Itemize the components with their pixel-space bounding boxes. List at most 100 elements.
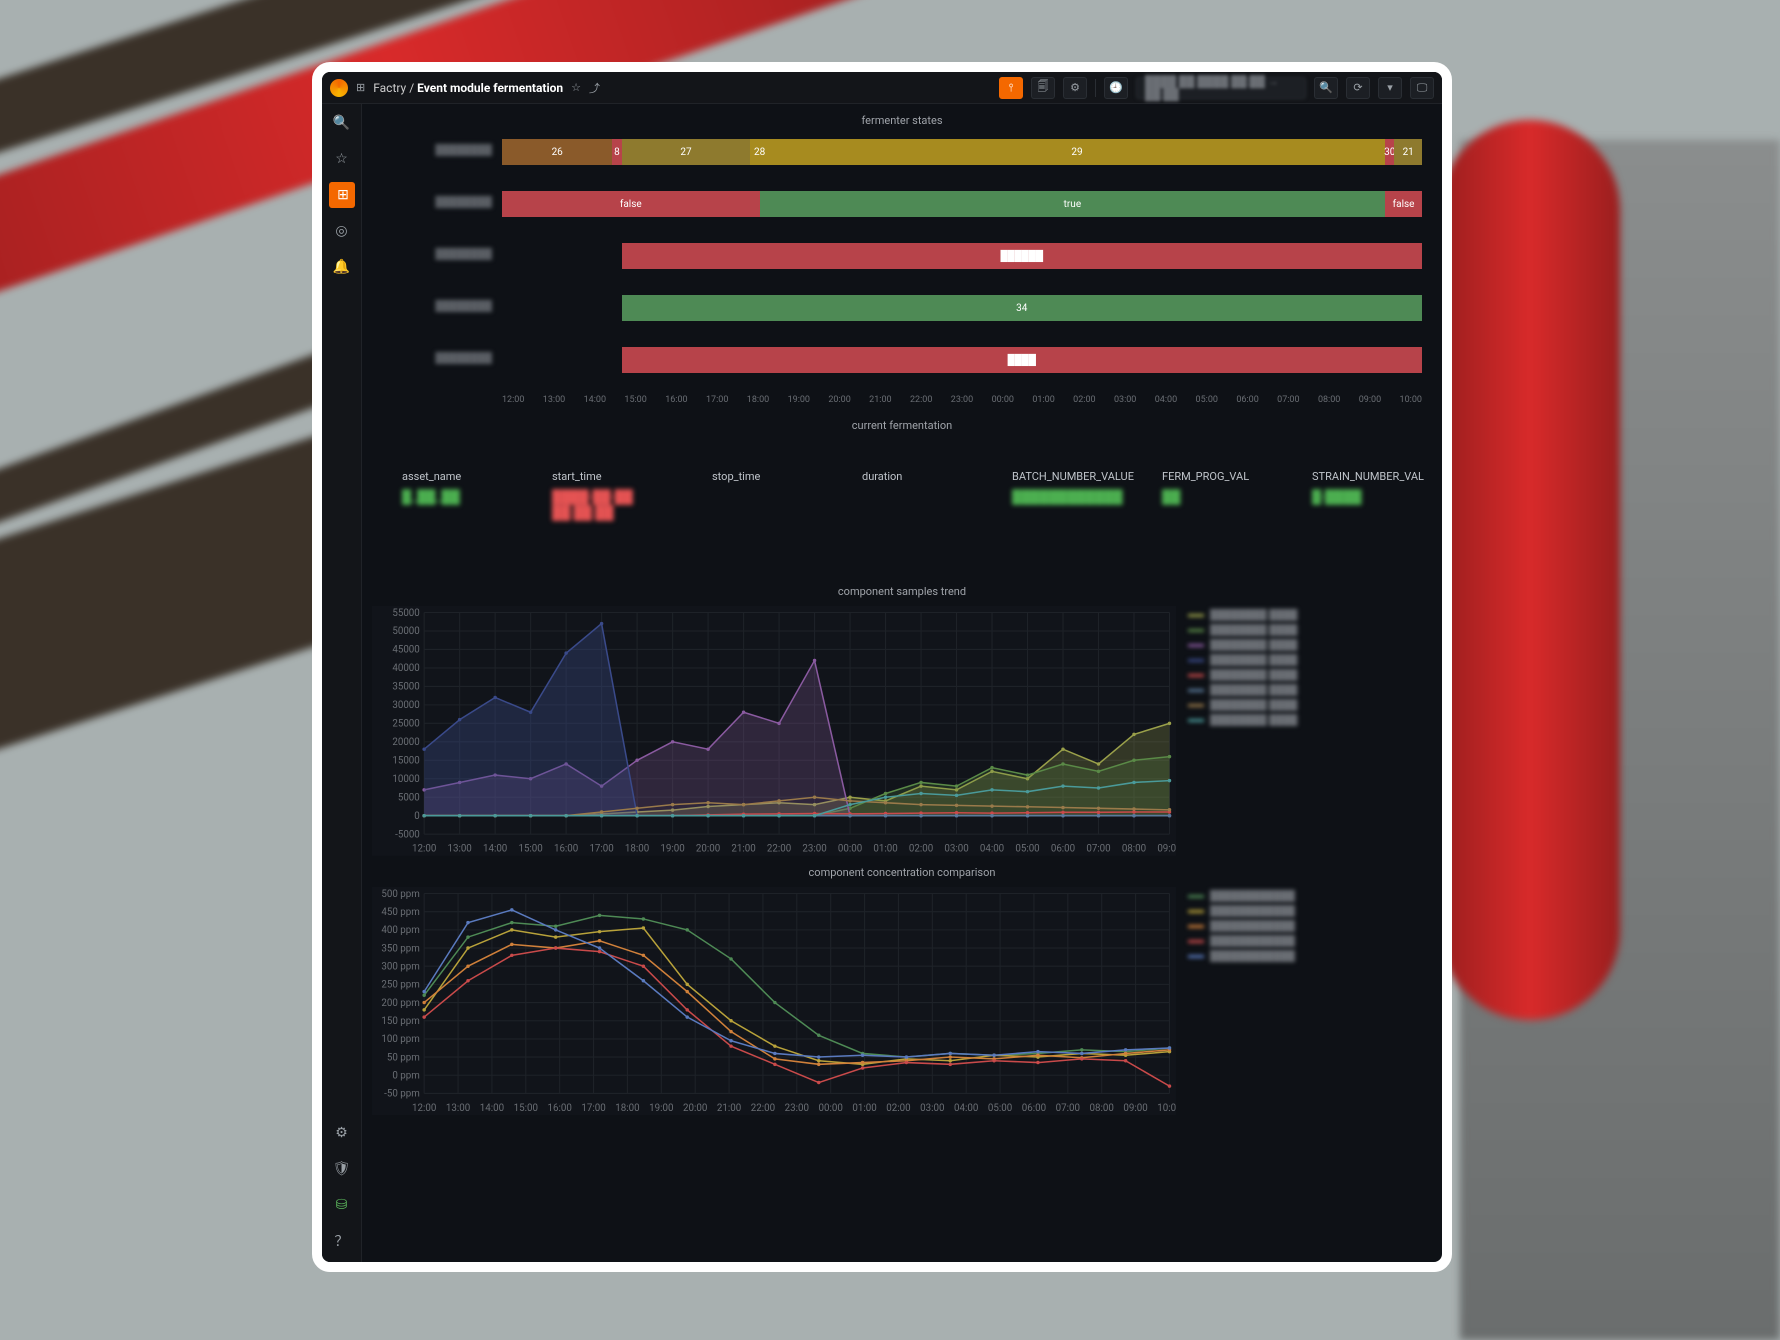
refresh-button[interactable]: ⟳ xyxy=(1346,77,1370,99)
legend-swatch xyxy=(1188,659,1204,662)
sidebar-config[interactable]: ⚙ xyxy=(329,1120,355,1146)
state-segment[interactable]: true xyxy=(760,191,1386,217)
zoom-out-button[interactable]: 🔍 xyxy=(1314,77,1338,99)
axis-tick: 18:00 xyxy=(747,395,769,405)
breadcrumb[interactable]: Factry / Event module fermentation xyxy=(373,81,563,95)
sidebar: 🔍 ☆ ⊞ ◎ 🔔 ⚙ 🛡 ⛁ ？ xyxy=(322,104,362,1262)
refresh-interval-button[interactable]: ▾ xyxy=(1378,77,1402,99)
svg-text:03:00: 03:00 xyxy=(920,1103,944,1114)
star-icon[interactable]: ☆ xyxy=(571,81,581,94)
svg-text:21:00: 21:00 xyxy=(731,844,755,855)
sidebar-help[interactable]: ？ xyxy=(329,1228,355,1254)
state-segment[interactable]: 34 xyxy=(622,295,1422,321)
kiosk-button[interactable]: 🖵 xyxy=(1410,77,1434,99)
svg-text:01:00: 01:00 xyxy=(852,1103,876,1114)
state-segment[interactable]: 26 xyxy=(502,139,612,165)
current-fermentation-panel: asset_name█_██_██start_time████-██-██ ██… xyxy=(372,440,1432,581)
state-row-label: ████████ xyxy=(372,249,492,260)
legend-label: ████████ ████ xyxy=(1210,610,1298,621)
svg-text:45000: 45000 xyxy=(392,645,419,656)
state-segment[interactable]: 8 xyxy=(612,139,621,165)
stat-label: duration xyxy=(862,470,972,483)
sidebar-star[interactable]: ☆ xyxy=(329,146,355,172)
legend-item[interactable]: ████████ ████ xyxy=(1188,685,1432,696)
state-segment[interactable]: 27 xyxy=(622,139,751,165)
svg-text:13:00: 13:00 xyxy=(447,844,471,855)
legend-item[interactable]: ████████ ████ xyxy=(1188,625,1432,636)
fermenter-states-panel: ████████ 2682728293021 ████████ falsetruefa… xyxy=(372,135,1432,405)
time-back-button[interactable]: 🕘 xyxy=(1104,77,1128,99)
axis-tick: 10:00 xyxy=(1400,395,1422,405)
legend-item[interactable]: ████████████ xyxy=(1188,951,1432,962)
add-panel-button[interactable]: ⫯ xyxy=(999,77,1023,99)
state-segment[interactable]: 29 xyxy=(769,139,1385,165)
axis-tick: 21:00 xyxy=(869,395,891,405)
legend-item[interactable]: ████████████ xyxy=(1188,891,1432,902)
svg-text:07:00: 07:00 xyxy=(1086,844,1110,855)
panel-title-trend: component samples trend xyxy=(372,585,1432,598)
svg-text:22:00: 22:00 xyxy=(767,844,791,855)
stat-value: ██ xyxy=(1162,489,1272,505)
save-button[interactable]: 🗐 xyxy=(1031,77,1055,99)
dashboard-content: fermenter states ████████2682728293021██… xyxy=(362,104,1442,1262)
svg-text:06:00: 06:00 xyxy=(1051,844,1075,855)
svg-text:02:00: 02:00 xyxy=(909,844,933,855)
sidebar-alerting[interactable]: 🔔 xyxy=(329,254,355,280)
legend-item[interactable]: ████████ ████ xyxy=(1188,610,1432,621)
axis-tick: 14:00 xyxy=(584,395,606,405)
sidebar-server[interactable]: ⛁ xyxy=(329,1192,355,1218)
svg-text:17:00: 17:00 xyxy=(581,1103,605,1114)
legend-label: ████████████ xyxy=(1210,951,1295,962)
legend-item[interactable]: ████████ ████ xyxy=(1188,670,1432,681)
conc-chart[interactable]: -50 ppm0 ppm50 ppm100 ppm150 ppm200 ppm2… xyxy=(372,887,1176,1115)
legend-swatch xyxy=(1188,719,1204,722)
sidebar-explore[interactable]: ◎ xyxy=(329,218,355,244)
legend-item[interactable]: ████████████ xyxy=(1188,921,1432,932)
legend-swatch xyxy=(1188,644,1204,647)
legend-swatch xyxy=(1188,629,1204,632)
state-segment[interactable]: false xyxy=(502,191,760,217)
panel-title-conc: component concentration comparison xyxy=(372,866,1432,879)
legend-swatch xyxy=(1188,674,1204,677)
trend-chart[interactable]: -500005000100001500020000250003000035000… xyxy=(372,606,1176,856)
state-segment[interactable]: 21 xyxy=(1394,139,1422,165)
axis-tick: 02:00 xyxy=(1073,395,1095,405)
state-segment[interactable]: ██████ xyxy=(622,243,1422,269)
sidebar-shield[interactable]: 🛡 xyxy=(329,1156,355,1182)
legend-item[interactable]: ████████ ████ xyxy=(1188,640,1432,651)
sidebar-dashboards[interactable]: ⊞ xyxy=(329,182,355,208)
svg-text:19:00: 19:00 xyxy=(649,1103,673,1114)
state-row-label: ████████ xyxy=(372,145,492,156)
legend-item[interactable]: ████████ ████ xyxy=(1188,715,1432,726)
stat-card: BATCH_NUMBER_VALUE████████████ xyxy=(1012,470,1122,521)
axis-tick: 01:00 xyxy=(1032,395,1054,405)
time-range-picker[interactable]: ████ ██ ████ ██:██ → ██:██ xyxy=(1136,77,1306,99)
svg-text:19:00: 19:00 xyxy=(660,844,684,855)
state-segment[interactable]: ████ xyxy=(622,347,1422,373)
share-icon[interactable]: ⤴ xyxy=(589,80,600,96)
stat-card: FERM_PROG_VAL ██ xyxy=(1162,470,1272,521)
stat-card: start_time████-██-██ ██:██:██ xyxy=(552,470,672,521)
grafana-window: ⊞ Factry / Event module fermentation ☆ ⤴… xyxy=(312,62,1452,1272)
state-segment[interactable]: 30 xyxy=(1385,139,1394,165)
legend-item[interactable]: ████████ ████ xyxy=(1188,700,1432,711)
stat-label: FERM_PROG_VAL xyxy=(1162,470,1272,483)
svg-text:17:00: 17:00 xyxy=(589,844,613,855)
state-segment[interactable]: false xyxy=(1385,191,1422,217)
svg-text:25000: 25000 xyxy=(392,719,419,730)
svg-text:14:00: 14:00 xyxy=(483,844,507,855)
legend-item[interactable]: ████████████ xyxy=(1188,936,1432,947)
axis-tick: 04:00 xyxy=(1155,395,1177,405)
topbar: ⊞ Factry / Event module fermentation ☆ ⤴… xyxy=(322,72,1442,104)
state-segment[interactable]: 28 xyxy=(750,139,768,165)
state-row: ████████2682728293021 xyxy=(502,135,1422,169)
svg-text:15:00: 15:00 xyxy=(518,844,542,855)
settings-button[interactable]: ⚙ xyxy=(1063,77,1087,99)
svg-text:-50 ppm: -50 ppm xyxy=(384,1089,420,1100)
sidebar-search[interactable]: 🔍 xyxy=(329,110,355,136)
legend-item[interactable]: ████████████ xyxy=(1188,906,1432,917)
grafana-logo[interactable] xyxy=(330,79,348,97)
dashboards-icon[interactable]: ⊞ xyxy=(356,81,365,94)
legend-item[interactable]: ████████ ████ xyxy=(1188,655,1432,666)
axis-tick: 23:00 xyxy=(951,395,973,405)
